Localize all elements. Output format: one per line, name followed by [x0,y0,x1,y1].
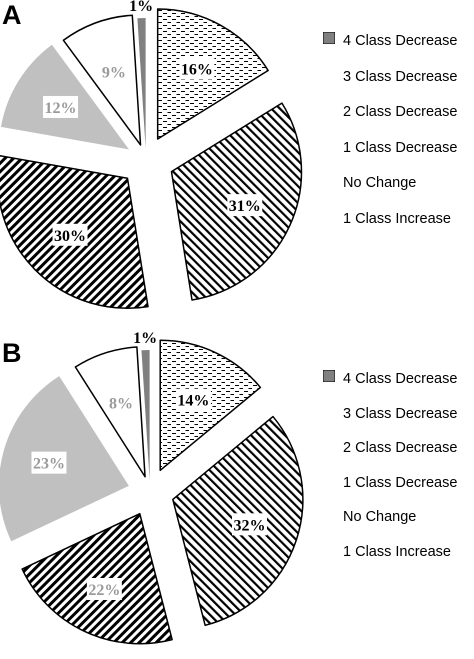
data-label-box [43,95,79,118]
legend-label: 1 Class Decrease [343,139,458,156]
legend-item-1-class-decrease: 1 Class Decrease [323,32,458,175]
legend-label: 3 Class Decrease [343,68,458,85]
data-label: 16% [181,62,213,79]
legend-swatch [323,370,335,454]
data-label-box [31,451,67,474]
data-label: 12% [45,100,77,117]
legend-item-1-class-increase: 1 Class Increase [323,32,457,246]
data-label: 23% [33,456,65,473]
data-label-box [179,57,215,80]
data-label-box [52,223,88,246]
legend-swatch [323,32,335,83]
data-label: 8% [109,396,133,413]
legend-label: No Change [343,509,417,525]
legend-item-3-class-decrease: 3 Class Decrease [323,370,458,440]
legend-a: 4 Class Decrease 3 Class Decrease 2 Clas… [323,32,457,245]
legend-label: 1 Class Increase [343,543,451,560]
legend-swatch [323,370,335,420]
legend-item-1-class-decrease: 1 Class Decrease [323,370,458,509]
data-label: 32% [233,517,265,534]
data-label: 14% [177,393,209,410]
legend-swatch [323,32,335,225]
pie-chart-b: 14% 32% 22% 23% 8% 1% [0,330,304,645]
panel-label-b: B [2,338,22,368]
data-label: 1% [133,330,157,347]
legend-item-3-class-decrease: 3 Class Decrease [323,32,458,104]
legend-swatch [323,370,335,523]
legend-label: 1 Class Increase [343,210,451,227]
legend-label: No Change [343,175,417,191]
data-label: 31% [229,198,261,215]
pie-slice [137,18,146,149]
data-label-box [231,513,267,536]
legend-item-no-change: No Change [323,370,457,543]
legend-label: 4 Class Decrease [343,33,458,49]
data-label: 9% [102,65,126,82]
pie-slice [141,350,150,481]
data-label-box [100,60,127,83]
data-label-box [86,577,122,600]
legend-label: 3 Class Decrease [343,405,458,422]
data-label-box [107,391,134,414]
legend-swatch [323,32,335,154]
legend-label: 2 Class Decrease [343,440,458,456]
legend-swatch-graphic [323,370,335,382]
legend-item-2-class-decrease: 2 Class Decrease [323,370,458,474]
chart-panel-a: 16% 31% 30% 12% 9% 1% A 4 Class Decrease 3 Cl… [0,0,474,329]
legend-swatch [323,370,335,558]
pie-chart-a: 16% 31% 30% 12% 9% 1% [0,0,303,309]
legend-b: 4 Class Decrease 3 Class Decrease 2 Clas… [323,370,457,577]
data-label: 1% [129,0,153,15]
legend-label: 2 Class Decrease [343,104,458,120]
panel-label-a: A [2,0,22,30]
data-label: 30% [54,228,86,245]
legend-item-4-class-decrease: 4 Class Decrease [323,32,457,68]
legend-item-1-class-increase: 1 Class Increase [323,370,457,578]
legend-label: 1 Class Decrease [343,474,458,491]
chart-panel-b: 14% 32% 22% 23% 8% 1% B 4 Class Decrease 3 Cl… [0,330,474,659]
legend-swatch-graphic [323,32,335,44]
legend-item-no-change: No Change [323,32,457,210]
data-label: 22% [88,582,120,599]
legend-item-4-class-decrease: 4 Class Decrease [323,370,457,405]
legend-swatch [323,32,335,189]
legend-swatch [323,370,335,489]
data-label-box [175,388,211,411]
data-label-box [227,194,263,217]
legend-swatch [323,32,335,118]
legend-label: 4 Class Decrease [343,371,458,387]
legend-item-2-class-decrease: 2 Class Decrease [323,32,458,139]
